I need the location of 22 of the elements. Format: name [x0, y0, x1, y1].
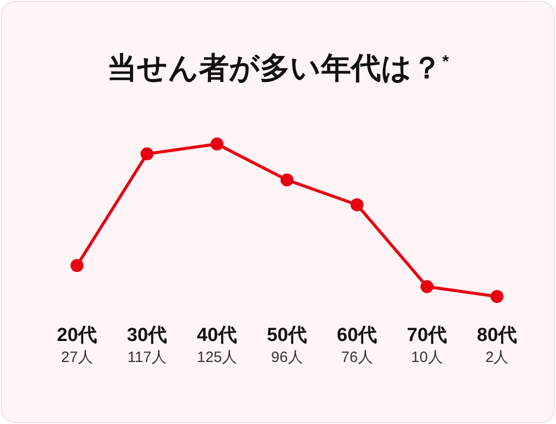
chart-title: 当せん者が多い年代は？$^{*}$ [106, 51, 450, 87]
x-tick-label: 30代 [126, 325, 168, 346]
point [210, 138, 224, 150]
point [140, 147, 154, 160]
point [420, 280, 434, 294]
data-label: 117人 [128, 349, 166, 366]
data-label: 76人 [341, 349, 373, 366]
point [490, 290, 504, 304]
x-tick-label: 70代 [406, 325, 448, 346]
x-tick-label: 50代 [266, 325, 308, 346]
x-tick-label: 60代 [336, 325, 378, 346]
data-label: 125人 [196, 349, 238, 366]
data-label: 2人 [485, 349, 509, 366]
point [280, 173, 294, 186]
data-label: 96人 [271, 349, 303, 366]
data-label: 10人 [411, 349, 443, 366]
point [350, 198, 364, 212]
point [70, 259, 84, 272]
x-tick-label: 80代 [476, 325, 518, 346]
x-tick-label: 20代 [56, 325, 98, 346]
data-label: 27人 [61, 349, 93, 366]
x-tick-label: 40代 [196, 325, 238, 346]
